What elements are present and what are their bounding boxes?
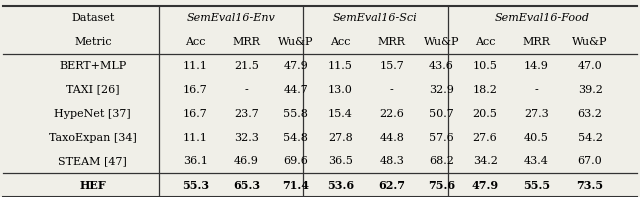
Text: 75.6: 75.6 — [428, 180, 455, 191]
Text: 43.6: 43.6 — [429, 61, 454, 71]
Text: 15.4: 15.4 — [328, 109, 353, 119]
Text: Acc: Acc — [185, 37, 205, 47]
Text: -: - — [390, 85, 394, 95]
Text: SemEval16-Env: SemEval16-Env — [186, 13, 275, 23]
Text: Wu&P: Wu&P — [572, 37, 608, 47]
Text: TAXI [26]: TAXI [26] — [66, 85, 120, 95]
Text: 36.1: 36.1 — [183, 156, 207, 166]
Text: 55.8: 55.8 — [284, 109, 308, 119]
Text: SemEval16-Sci: SemEval16-Sci — [333, 13, 418, 23]
Text: Metric: Metric — [74, 37, 111, 47]
Text: 47.9: 47.9 — [284, 61, 308, 71]
Text: 57.6: 57.6 — [429, 133, 454, 143]
Text: 47.0: 47.0 — [578, 61, 602, 71]
Text: 15.7: 15.7 — [380, 61, 404, 71]
Text: Dataset: Dataset — [71, 13, 115, 23]
Text: 46.9: 46.9 — [234, 156, 259, 166]
Text: -: - — [534, 85, 538, 95]
Text: Wu&P: Wu&P — [278, 37, 314, 47]
Text: MRR: MRR — [522, 37, 550, 47]
Text: 13.0: 13.0 — [328, 85, 353, 95]
Text: STEAM [47]: STEAM [47] — [58, 156, 127, 166]
Text: Acc: Acc — [330, 37, 351, 47]
Text: 73.5: 73.5 — [577, 180, 604, 191]
Text: BERT+MLP: BERT+MLP — [59, 61, 127, 71]
Text: MRR: MRR — [378, 37, 406, 47]
Text: 43.4: 43.4 — [524, 156, 548, 166]
Text: 11.1: 11.1 — [183, 133, 207, 143]
Text: 44.7: 44.7 — [284, 85, 308, 95]
Text: SemEval16-Food: SemEval16-Food — [495, 13, 590, 23]
Text: 21.5: 21.5 — [234, 61, 259, 71]
Text: 11.1: 11.1 — [183, 61, 207, 71]
Text: 34.2: 34.2 — [473, 156, 497, 166]
Text: 54.2: 54.2 — [578, 133, 602, 143]
Text: 55.3: 55.3 — [182, 180, 209, 191]
Text: 36.5: 36.5 — [328, 156, 353, 166]
Text: 32.9: 32.9 — [429, 85, 454, 95]
Text: HypeNet [37]: HypeNet [37] — [54, 109, 131, 119]
Text: 55.5: 55.5 — [523, 180, 550, 191]
Text: 22.6: 22.6 — [380, 109, 404, 119]
Text: 69.6: 69.6 — [284, 156, 308, 166]
Text: 50.7: 50.7 — [429, 109, 454, 119]
Text: 40.5: 40.5 — [524, 133, 548, 143]
Text: 14.9: 14.9 — [524, 61, 548, 71]
Text: 67.0: 67.0 — [578, 156, 602, 166]
Text: -: - — [244, 85, 248, 95]
Text: TaxoExpan [34]: TaxoExpan [34] — [49, 133, 137, 143]
Text: HEF: HEF — [79, 180, 106, 191]
Text: 16.7: 16.7 — [183, 109, 207, 119]
Text: 68.2: 68.2 — [429, 156, 454, 166]
Text: 63.2: 63.2 — [578, 109, 602, 119]
Text: 39.2: 39.2 — [578, 85, 602, 95]
Text: 44.8: 44.8 — [380, 133, 404, 143]
Text: 27.3: 27.3 — [524, 109, 548, 119]
Text: 54.8: 54.8 — [284, 133, 308, 143]
Text: 53.6: 53.6 — [327, 180, 354, 191]
Text: 47.9: 47.9 — [472, 180, 499, 191]
Text: 27.6: 27.6 — [473, 133, 497, 143]
Text: 71.4: 71.4 — [282, 180, 309, 191]
Text: 11.5: 11.5 — [328, 61, 353, 71]
Text: MRR: MRR — [232, 37, 260, 47]
Text: Acc: Acc — [475, 37, 495, 47]
Text: 18.2: 18.2 — [473, 85, 497, 95]
Text: 23.7: 23.7 — [234, 109, 259, 119]
Text: 32.3: 32.3 — [234, 133, 259, 143]
Text: Wu&P: Wu&P — [424, 37, 460, 47]
Text: 20.5: 20.5 — [473, 109, 497, 119]
Text: 65.3: 65.3 — [233, 180, 260, 191]
Text: 27.8: 27.8 — [328, 133, 353, 143]
Text: 48.3: 48.3 — [380, 156, 404, 166]
Text: 16.7: 16.7 — [183, 85, 207, 95]
Text: 10.5: 10.5 — [473, 61, 497, 71]
Text: 62.7: 62.7 — [378, 180, 405, 191]
